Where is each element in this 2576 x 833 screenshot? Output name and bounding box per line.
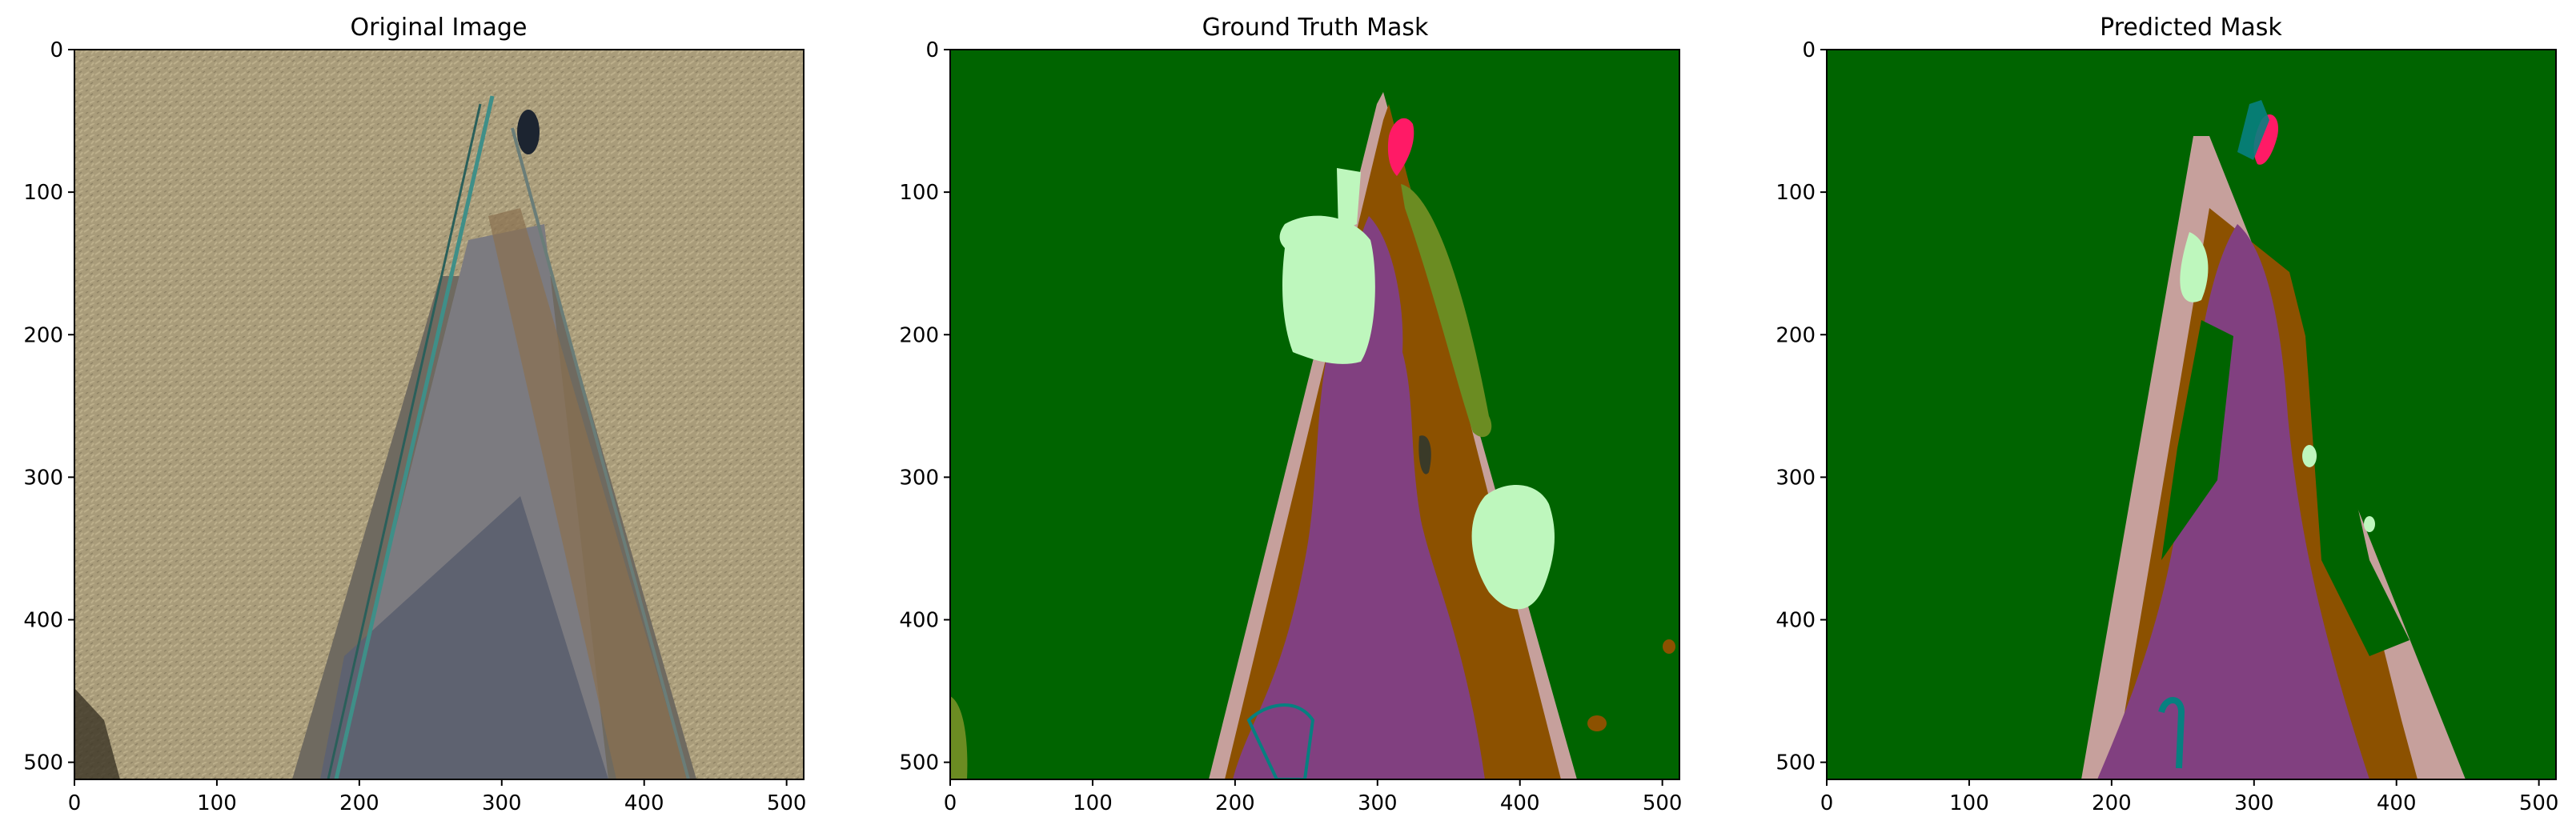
panel-title: Ground Truth Mask [1202,14,1429,42]
y-tick-label: 300 [1776,466,1816,490]
x-tick-label: 300 [1358,791,1398,815]
x-tick-label: 200 [2092,791,2132,815]
x-tick-label: 200 [1215,791,1255,815]
x-tick-label: 200 [339,791,379,815]
y-tick-label: 500 [1776,751,1816,775]
y-tick-label: 0 [925,38,939,62]
y-tick-label: 400 [23,609,63,633]
x-tick-label: 300 [482,791,522,815]
x-tick-label: 500 [2519,791,2559,815]
x-tick-label: 0 [68,791,82,815]
y-tick-label: 500 [899,751,939,775]
x-tick-label: 400 [1500,791,1540,815]
y-tick-label: 300 [899,466,939,490]
panel-title: Predicted Mask [2100,14,2282,42]
x-tick-label: 0 [944,791,957,815]
y-axis: 0 100 200 300 400 500 [23,38,74,775]
x-tick-label: 100 [1949,791,1989,815]
x-tick-label: 0 [1820,791,1834,815]
original-image [74,50,804,779]
x-axis: 0 100 200 300 400 500 [1820,779,2559,815]
y-tick-label: 200 [1776,323,1816,347]
y-tick-label: 200 [899,323,939,347]
y-tick-label: 100 [23,181,63,205]
x-axis: 0 100 200 300 400 500 [944,779,1683,815]
y-tick-label: 0 [50,38,63,62]
x-tick-label: 400 [2377,791,2417,815]
x-tick-label: 100 [197,791,237,815]
x-tick-label: 500 [767,791,807,815]
y-axis: 0 100 200 300 400 500 [1776,38,1827,775]
y-axis: 0 100 200 300 400 500 [899,38,950,775]
panel-predicted: Predicted Mask 0 100 200 300 400 500 0 100 200 3… [1776,14,2558,815]
y-tick-label: 0 [1802,38,1816,62]
y-tick-label: 300 [23,466,63,490]
y-tick-label: 400 [899,609,939,633]
panel-original: Original Image 0 100 200 300 400 500 0 100 200 3… [23,14,806,815]
x-axis: 0 100 200 300 400 500 [68,779,807,815]
panel-ground-truth: Ground Truth Mask 0 100 200 300 400 500 0 100 2… [899,14,1682,815]
y-tick-label: 400 [1776,609,1816,633]
x-tick-label: 100 [1073,791,1113,815]
x-tick-label: 500 [1643,791,1683,815]
y-tick-label: 500 [23,751,63,775]
panel-title: Original Image [351,14,528,42]
predicted-mask [1827,50,2556,779]
x-tick-label: 400 [624,791,664,815]
y-tick-label: 100 [899,181,939,205]
y-tick-label: 100 [1776,181,1816,205]
y-tick-label: 200 [23,323,63,347]
ground-truth-mask [950,50,1679,779]
x-tick-label: 300 [2234,791,2274,815]
